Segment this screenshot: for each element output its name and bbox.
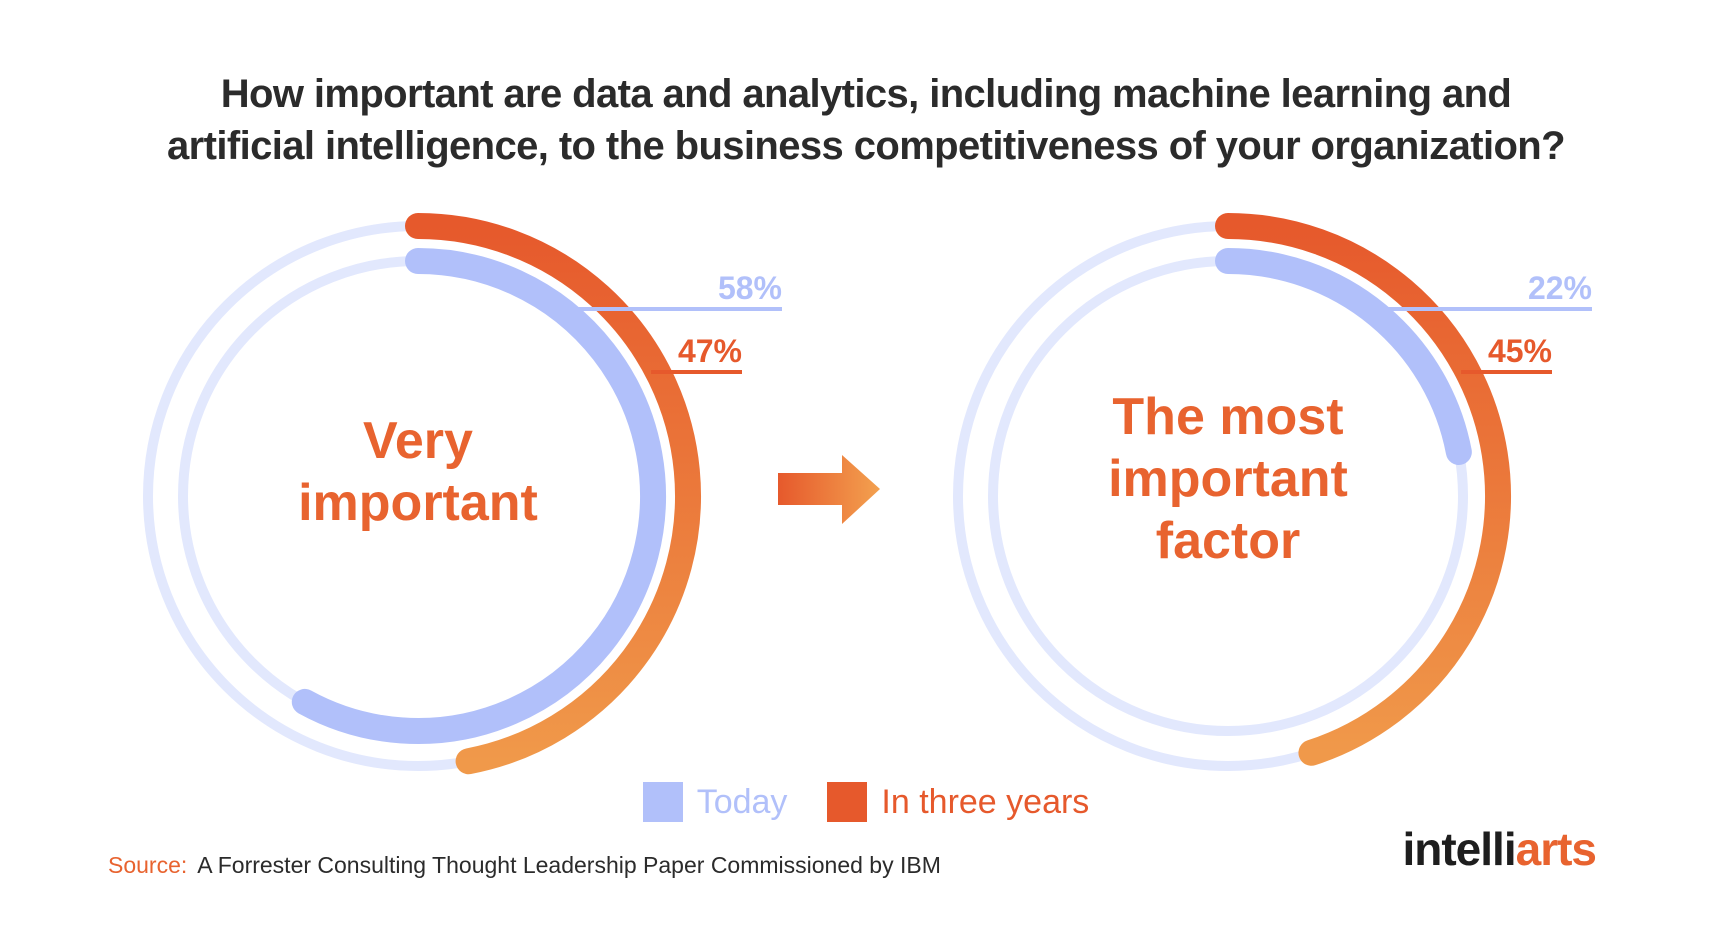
legend-item-in-three-years: In three years xyxy=(827,782,1089,822)
chart-title-line-1: How important are data and analytics, in… xyxy=(220,72,1512,116)
legend-swatch-today xyxy=(642,782,683,822)
source-text: A Forrester Consulting Thought Leadershi… xyxy=(197,852,941,878)
value-label-in-three-years: 45% xyxy=(1488,333,1552,369)
donut-chart-2: 22% 45% The most important factor xyxy=(953,213,1592,771)
source-label: Source: xyxy=(108,852,188,878)
arc-in-three-years xyxy=(1215,213,1512,766)
arrow-right-icon xyxy=(778,455,880,524)
chart-title-line-2: artificial intelligence, to the business… xyxy=(167,124,1566,168)
arc-in-three-years xyxy=(405,213,701,775)
source-note: Source: A Forrester Consulting Thought Le… xyxy=(108,852,941,879)
center-label-line: important xyxy=(298,474,538,532)
legend: Today In three years xyxy=(0,782,1732,822)
value-label-in-three-years: 47% xyxy=(678,333,742,369)
center-label: Very important xyxy=(298,412,538,532)
brand-logo: intelliarts xyxy=(1402,822,1597,876)
center-label-line: factor xyxy=(1156,512,1300,570)
value-label-today: 58% xyxy=(718,270,782,306)
center-label-line: Very xyxy=(363,412,473,470)
center-label: The most important factor xyxy=(1108,388,1348,570)
value-label-today: 22% xyxy=(1528,270,1592,306)
legend-swatch-in-three-years xyxy=(827,782,868,822)
legend-item-today: Today xyxy=(642,782,788,822)
logo-part-2: arts xyxy=(1515,823,1597,875)
chart-title: How important are data and analytics, in… xyxy=(0,68,1732,172)
legend-label-in-three-years: In three years xyxy=(881,782,1090,821)
arc-today xyxy=(1215,248,1472,465)
legend-label-today: Today xyxy=(696,782,788,821)
center-label-line: important xyxy=(1108,450,1348,508)
arc-today xyxy=(291,248,666,744)
donut-chart-1: 58% 47% Very important xyxy=(143,213,782,775)
center-label-line: The most xyxy=(1112,388,1343,446)
logo-part-1: intelli xyxy=(1402,823,1516,875)
